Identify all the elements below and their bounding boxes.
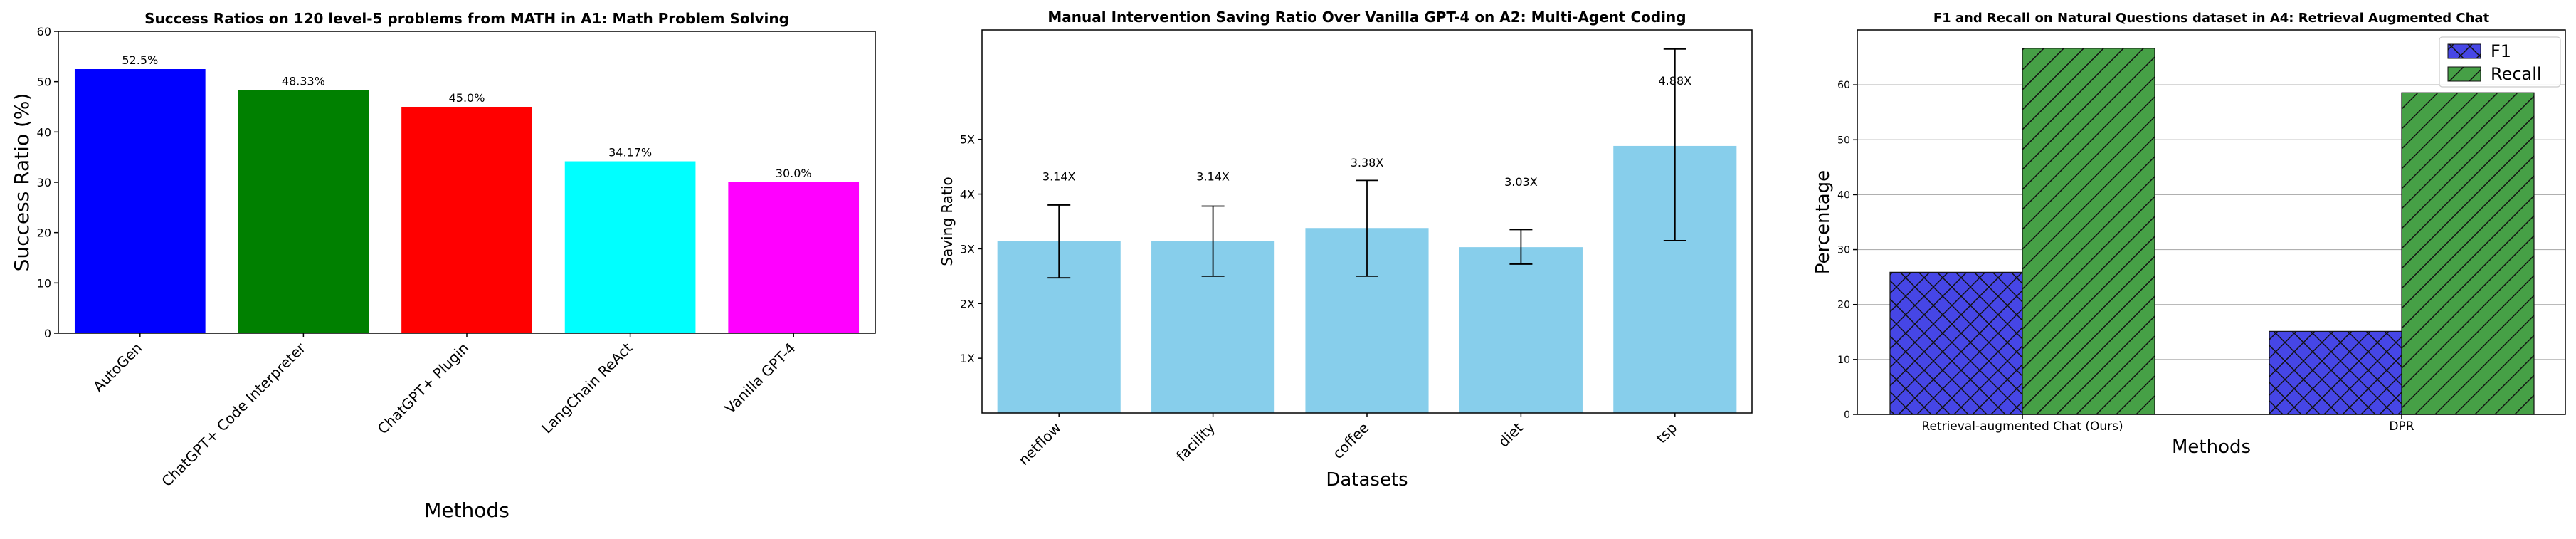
- plot-frame: [981, 29, 1753, 414]
- y-tick-label: 30: [1837, 245, 1850, 256]
- x-axis-label: Methods: [2172, 436, 2251, 458]
- chart-saving-ratio: Manual Intervention Saving Ratio Over Va…: [939, 9, 1753, 491]
- y-tick-label: 4X: [960, 188, 975, 202]
- chart-success-ratios: Success Ratios on 120 level-5 problems f…: [10, 10, 876, 522]
- bar-data-label: 3.03X: [1504, 175, 1538, 189]
- x-tick-label: DPR: [2389, 419, 2414, 434]
- y-axis-label: Percentage: [1812, 170, 1834, 274]
- bar-data-label: 3.38X: [1351, 156, 1384, 169]
- legend-label-f1: F1: [2491, 41, 2511, 61]
- x-axis-label: Methods: [424, 498, 510, 522]
- x-tick-label: tsp: [1652, 419, 1680, 447]
- y-tick-label: 50: [37, 75, 51, 89]
- chart-title: Success Ratios on 120 level-5 problems f…: [144, 10, 789, 27]
- x-tick-label: Retrieval-augmented Chat (Ours): [1921, 419, 2123, 434]
- x-tick-label: netflow: [1015, 419, 1064, 469]
- y-tick-label: 60: [37, 25, 51, 38]
- y-tick-label: 3X: [960, 242, 975, 256]
- bar-5: [728, 182, 860, 333]
- bar-hatch: [1889, 271, 2023, 415]
- bar-data-label: 3.14X: [1196, 169, 1230, 183]
- bar-diet: [1459, 247, 1583, 413]
- y-tick-label: 10: [37, 276, 51, 290]
- y-tick-label: 40: [1837, 189, 1850, 201]
- bar-data-label: 45.0%: [449, 91, 485, 105]
- y-axis-label: Saving Ratio: [939, 177, 956, 266]
- y-tick-label: 2X: [960, 297, 975, 310]
- bar-data-label: 34.17%: [608, 146, 652, 159]
- chart-title: Manual Intervention Saving Ratio Over Va…: [1047, 9, 1686, 26]
- y-tick-label: 20: [1837, 300, 1850, 311]
- bar-data-label: 30.0%: [776, 167, 812, 180]
- plot-frame: [58, 31, 876, 334]
- y-tick-label: 20: [37, 226, 51, 240]
- y-tick-label: 30: [37, 176, 51, 189]
- x-tick-label: ChatGPT+ Plugin: [374, 340, 473, 438]
- legend-swatch-hatch: [2447, 43, 2481, 59]
- plot-frame: [1857, 29, 2566, 415]
- y-axis-label: Success Ratio (%): [10, 93, 33, 272]
- bar-data-label: 4.88X: [1659, 74, 1692, 88]
- chart-f1-recall: F1 and Recall on Natural Questions datas…: [1812, 11, 2566, 458]
- y-tick-label: 40: [37, 125, 51, 139]
- x-tick-label: coffee: [1329, 419, 1373, 463]
- bar-data-label: 3.14X: [1042, 169, 1076, 183]
- y-tick-label: 0: [1844, 409, 1850, 421]
- x-tick-label: Vanilla GPT-4: [722, 340, 799, 417]
- bar-hatch: [2269, 330, 2402, 415]
- y-tick-label: 10: [1837, 355, 1850, 366]
- legend-label-recall: Recall: [2491, 64, 2542, 84]
- bar-data-label: 48.33%: [282, 74, 325, 88]
- bar-2: [238, 90, 369, 333]
- bar-data-label: 52.5%: [122, 53, 158, 67]
- bar-1: [74, 69, 206, 333]
- y-tick-label: 0: [44, 327, 51, 340]
- y-tick-label: 50: [1837, 135, 1850, 146]
- legend-swatch-hatch: [2447, 66, 2481, 82]
- legend: F1 Recall: [2439, 36, 2561, 88]
- y-tick-label: 60: [1837, 80, 1850, 91]
- bar-hatch: [2401, 92, 2535, 415]
- x-tick-label: facility: [1173, 419, 1218, 464]
- x-tick-label: diet: [1495, 419, 1526, 450]
- chart-title: F1 and Recall on Natural Questions datas…: [1933, 11, 2490, 26]
- bar-4: [564, 161, 696, 333]
- x-axis-label: Datasets: [1326, 469, 1408, 491]
- y-tick-label: 5X: [960, 133, 975, 147]
- x-tick-label: AutoGen: [90, 340, 145, 395]
- y-tick-label: 1X: [960, 352, 975, 365]
- x-tick-label: ChatGPT+ Code Interpreter: [158, 339, 309, 490]
- bar-hatch: [2022, 48, 2155, 415]
- bar-3: [401, 107, 532, 333]
- x-tick-label: LangChain ReAct: [538, 339, 635, 436]
